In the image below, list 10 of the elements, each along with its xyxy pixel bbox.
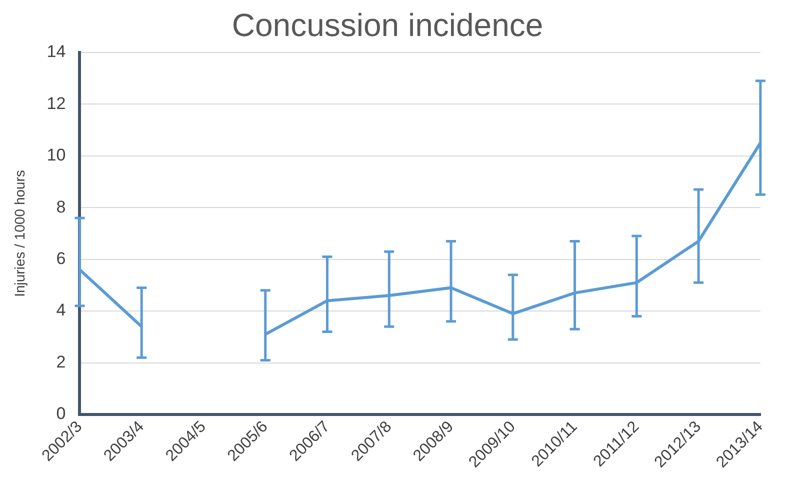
y-tick-label: 10 [46,146,66,165]
y-tick-label: 2 [56,352,66,372]
chart-title: Concussion incidence [232,7,544,44]
y-tick-label: 6 [56,249,66,268]
y-tick-label: 0 [56,404,66,424]
y-axis-title: Injuries / 1000 hours [11,170,28,297]
y-tick-label: 14 [46,42,66,62]
y-tick-label: 12 [46,94,66,113]
y-tick-label: 4 [56,300,66,320]
y-tick-label: 8 [56,197,66,216]
